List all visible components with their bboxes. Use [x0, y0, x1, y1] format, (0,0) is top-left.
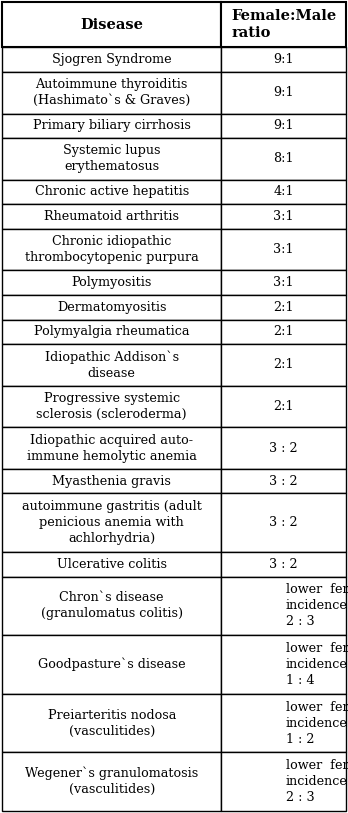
Text: 3:1: 3:1 — [274, 210, 294, 223]
Bar — [221, 72, 346, 114]
Bar — [2, 204, 221, 228]
Bar — [221, 271, 346, 295]
Text: lower  female
incidence
2 : 3: lower female incidence 2 : 3 — [286, 584, 348, 628]
Bar — [2, 295, 221, 320]
Text: Dermatomyositis: Dermatomyositis — [57, 301, 166, 314]
Text: Polymyalgia rheumatica: Polymyalgia rheumatica — [34, 325, 189, 338]
Text: 2:1: 2:1 — [274, 301, 294, 314]
Text: Idiopathic acquired auto-
immune hemolytic anemia: Idiopathic acquired auto- immune hemolyt… — [27, 433, 197, 463]
Text: 3 : 2: 3 : 2 — [269, 475, 298, 488]
Bar — [2, 2, 221, 47]
Bar — [2, 271, 221, 295]
Text: Autoimmune thyroiditis
(Hashimato`s & Graves): Autoimmune thyroiditis (Hashimato`s & Gr… — [33, 78, 190, 107]
Bar — [221, 47, 346, 72]
Bar — [2, 180, 221, 204]
Bar — [2, 752, 221, 811]
Bar — [2, 493, 221, 552]
Text: lower  female
incidence
1 : 4: lower female incidence 1 : 4 — [286, 642, 348, 687]
Bar — [2, 72, 221, 114]
Text: Polymyositis: Polymyositis — [72, 276, 152, 289]
Bar — [221, 493, 346, 552]
Bar — [2, 469, 221, 493]
Text: Female:Male
ratio: Female:Male ratio — [231, 9, 337, 41]
Text: Myasthenia gravis: Myasthenia gravis — [52, 475, 171, 488]
Text: Systemic lupus
erythematosus: Systemic lupus erythematosus — [63, 145, 160, 173]
Bar — [2, 635, 221, 693]
Text: Goodpasture`s disease: Goodpasture`s disease — [38, 658, 185, 672]
Text: Sjogren Syndrome: Sjogren Syndrome — [52, 53, 172, 66]
Bar — [221, 320, 346, 344]
Text: Chronic active hepatitis: Chronic active hepatitis — [34, 185, 189, 198]
Bar — [2, 114, 221, 138]
Text: Chron`s disease
(granulomatus colitis): Chron`s disease (granulomatus colitis) — [41, 591, 183, 620]
Text: 9:1: 9:1 — [274, 120, 294, 133]
Bar — [221, 469, 346, 493]
Text: 4:1: 4:1 — [274, 185, 294, 198]
Text: 3 : 2: 3 : 2 — [269, 441, 298, 454]
Bar — [221, 552, 346, 576]
Bar — [221, 138, 346, 180]
Bar — [2, 552, 221, 576]
Text: 2:1: 2:1 — [274, 325, 294, 338]
Text: Ulcerative colitis: Ulcerative colitis — [57, 558, 167, 571]
Bar — [2, 320, 221, 344]
Bar — [221, 576, 346, 635]
Bar — [221, 428, 346, 469]
Bar — [221, 114, 346, 138]
Text: Wegener`s granulomatosis
(vasculitides): Wegener`s granulomatosis (vasculitides) — [25, 767, 198, 797]
Text: 2:1: 2:1 — [274, 400, 294, 413]
Text: 3:1: 3:1 — [274, 243, 294, 256]
Text: Disease: Disease — [80, 18, 143, 32]
Text: Idiopathic Addison`s
disease: Idiopathic Addison`s disease — [45, 350, 179, 380]
Text: 2:1: 2:1 — [274, 359, 294, 372]
Bar — [2, 138, 221, 180]
Bar — [221, 752, 346, 811]
Bar — [221, 2, 346, 47]
Bar — [2, 428, 221, 469]
Bar — [221, 228, 346, 271]
Text: 3 : 2: 3 : 2 — [269, 558, 298, 571]
Bar — [221, 385, 346, 428]
Bar — [2, 693, 221, 752]
Text: 3:1: 3:1 — [274, 276, 294, 289]
Text: Rheumatoid arthritis: Rheumatoid arthritis — [44, 210, 179, 223]
Bar — [221, 204, 346, 228]
Bar — [2, 385, 221, 428]
Bar — [221, 693, 346, 752]
Text: Primary biliary cirrhosis: Primary biliary cirrhosis — [33, 120, 191, 133]
Text: 9:1: 9:1 — [274, 53, 294, 66]
Bar — [221, 344, 346, 385]
Text: 3 : 2: 3 : 2 — [269, 516, 298, 529]
Bar — [221, 180, 346, 204]
Text: lower  female
incidence
1 : 2: lower female incidence 1 : 2 — [286, 701, 348, 746]
Bar — [2, 228, 221, 271]
Text: Preiarteritis nodosa
(vasculitides): Preiarteritis nodosa (vasculitides) — [48, 709, 176, 737]
Text: Progressive systemic
sclerosis (scleroderma): Progressive systemic sclerosis (sclerode… — [37, 392, 187, 421]
Text: 9:1: 9:1 — [274, 86, 294, 99]
Text: Chronic idiopathic
thrombocytopenic purpura: Chronic idiopathic thrombocytopenic purp… — [25, 235, 199, 264]
Text: lower  female
incidence
2 : 3: lower female incidence 2 : 3 — [286, 759, 348, 804]
Bar — [221, 635, 346, 693]
Bar — [221, 295, 346, 320]
Bar — [2, 344, 221, 385]
Text: 8:1: 8:1 — [274, 152, 294, 165]
Bar — [2, 47, 221, 72]
Bar — [2, 576, 221, 635]
Text: autoimmune gastritis (adult
penicious anemia with
achlorhydria): autoimmune gastritis (adult penicious an… — [22, 500, 202, 546]
